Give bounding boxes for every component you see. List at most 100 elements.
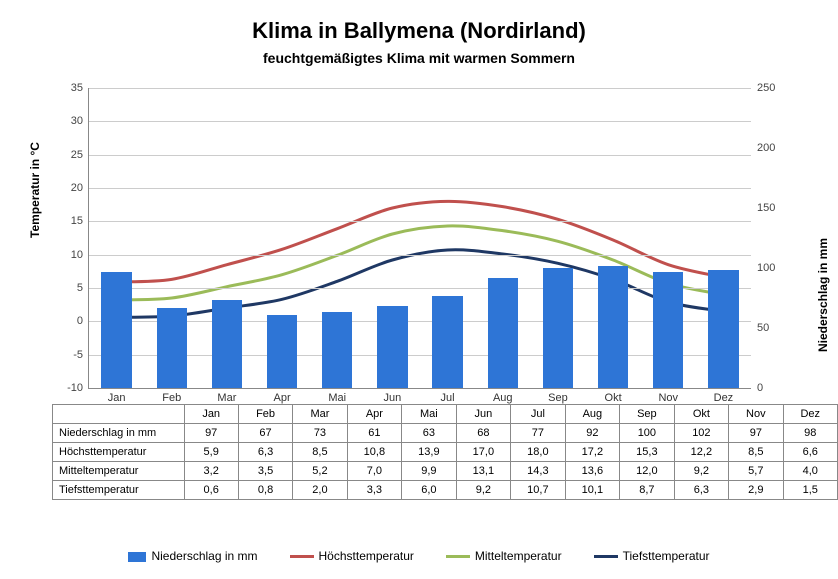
table-cell: 67 (238, 424, 292, 443)
table-header-cell: Jun (456, 405, 511, 424)
table-header-cell: Feb (238, 405, 292, 424)
y-tick-right: 250 (757, 82, 787, 94)
x-tick: Jan (108, 392, 126, 404)
table-cell: 17,0 (456, 443, 511, 462)
table-row-label: Niederschlag in mm (53, 424, 185, 443)
x-tick: Aug (493, 392, 513, 404)
bar (708, 270, 738, 388)
line-tmin (117, 250, 724, 318)
bar (543, 268, 573, 388)
table-cell: 0,8 (238, 481, 292, 500)
table-header-cell: Sep (620, 405, 675, 424)
table-cell: 61 (347, 424, 402, 443)
bar (432, 296, 462, 388)
y-tick-left: 25 (55, 149, 83, 161)
table-cell: 12,0 (620, 462, 675, 481)
x-tick: Jul (441, 392, 455, 404)
table-header-cell: Aug (565, 405, 620, 424)
table-cell: 63 (402, 424, 457, 443)
legend-item: Tiefsttemperatur (594, 549, 710, 563)
table-row-label: Höchsttemperatur (53, 443, 185, 462)
table-cell: 13,6 (565, 462, 620, 481)
grid-line (89, 88, 751, 89)
x-tick: Okt (605, 392, 622, 404)
x-tick: Jun (384, 392, 402, 404)
table-cell: 0,6 (184, 481, 238, 500)
legend: Niederschlag in mmHöchsttemperaturMittel… (0, 549, 838, 563)
table-row-label: Mitteltemperatur (53, 462, 185, 481)
table-cell: 77 (511, 424, 566, 443)
bar (212, 300, 242, 388)
data-table: JanFebMarAprMaiJunJulAugSepOktNovDezNied… (52, 404, 838, 500)
legend-item: Mitteltemperatur (446, 549, 562, 563)
table-header-cell: Mai (402, 405, 457, 424)
y-tick-left: 0 (55, 315, 83, 327)
grid-line (89, 155, 751, 156)
x-tick: Mar (217, 392, 236, 404)
table-cell: 73 (293, 424, 347, 443)
table-header-cell: Nov (729, 405, 783, 424)
grid-line (89, 355, 751, 356)
table-cell: 3,3 (347, 481, 402, 500)
table-cell: 5,9 (184, 443, 238, 462)
table-cell: 6,3 (238, 443, 292, 462)
table-cell: 9,2 (456, 481, 511, 500)
x-tick: Apr (274, 392, 291, 404)
x-tick: Mai (328, 392, 346, 404)
bar (101, 272, 131, 388)
y-tick-left: 35 (55, 82, 83, 94)
table-cell: 4,0 (783, 462, 837, 481)
bar (322, 312, 352, 388)
table-header-cell: Dez (783, 405, 837, 424)
line-overlay (89, 88, 751, 388)
y-tick-left: -10 (55, 382, 83, 394)
table-cell: 1,5 (783, 481, 837, 500)
bar (653, 272, 683, 388)
grid-line (89, 321, 751, 322)
table-cell: 6,3 (674, 481, 729, 500)
bar (488, 278, 518, 388)
y-axis-left-label: Temperatur in °C (28, 142, 42, 238)
chart-title: Klima in Ballymena (Nordirland) (0, 0, 838, 44)
table-cell: 97 (729, 424, 783, 443)
y-tick-right: 200 (757, 142, 787, 154)
grid-line (89, 121, 751, 122)
table-cell: 3,2 (184, 462, 238, 481)
table-header-cell: Mar (293, 405, 347, 424)
table-cell: 2,0 (293, 481, 347, 500)
table-cell: 68 (456, 424, 511, 443)
y-tick-left: 15 (55, 215, 83, 227)
table-cell: 102 (674, 424, 729, 443)
y-tick-left: 30 (55, 115, 83, 127)
table-cell: 10,8 (347, 443, 402, 462)
table-cell: 9,2 (674, 462, 729, 481)
table-cell: 5,7 (729, 462, 783, 481)
legend-item: Niederschlag in mm (128, 549, 257, 563)
legend-swatch-line (290, 555, 314, 558)
table-cell: 100 (620, 424, 675, 443)
y-axis-right-label: Niederschlag in mm (816, 238, 830, 352)
y-tick-left: 10 (55, 249, 83, 261)
y-tick-left: 20 (55, 182, 83, 194)
grid-line (89, 255, 751, 256)
x-tick: Feb (162, 392, 181, 404)
table-cell: 8,5 (293, 443, 347, 462)
table-cell: 8,5 (729, 443, 783, 462)
table-cell: 8,7 (620, 481, 675, 500)
table-header-cell: Okt (674, 405, 729, 424)
grid-line (89, 188, 751, 189)
bar (267, 315, 297, 388)
y-tick-right: 100 (757, 262, 787, 274)
bar (377, 306, 407, 388)
table-cell: 7,0 (347, 462, 402, 481)
table-cell: 9,9 (402, 462, 457, 481)
table-cell: 13,9 (402, 443, 457, 462)
table-cell: 18,0 (511, 443, 566, 462)
table-cell: 10,1 (565, 481, 620, 500)
y-tick-left: -5 (55, 349, 83, 361)
table-cell: 5,2 (293, 462, 347, 481)
table-row-label: Tiefsttemperatur (53, 481, 185, 500)
x-tick: Dez (714, 392, 734, 404)
table-cell: 13,1 (456, 462, 511, 481)
legend-swatch-bar (128, 552, 146, 562)
